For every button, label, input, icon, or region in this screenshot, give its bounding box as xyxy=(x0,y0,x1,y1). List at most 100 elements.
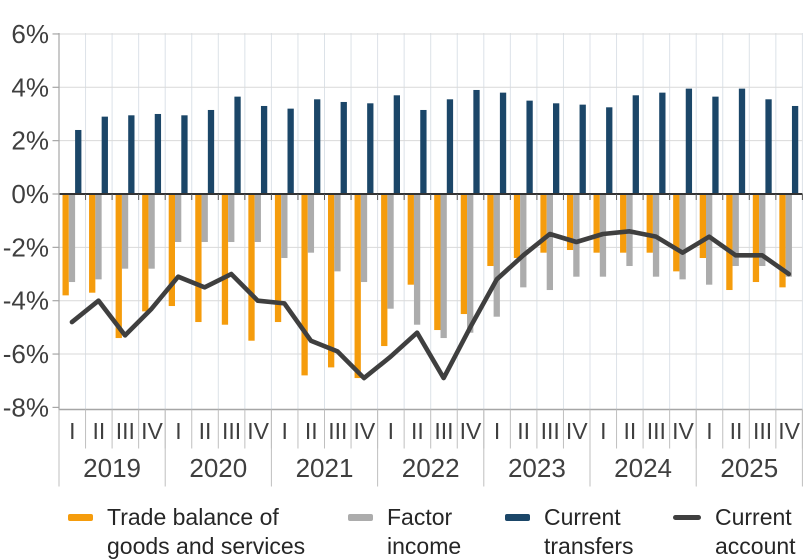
quarter-label: II xyxy=(623,418,636,444)
quarter-label: IV xyxy=(460,418,482,444)
quarter-label: II xyxy=(92,418,105,444)
bar-trade-balance-2021-III xyxy=(328,194,335,368)
year-label: 2020 xyxy=(189,453,247,483)
current-account-swatch xyxy=(673,515,701,520)
year-label: 2025 xyxy=(720,453,778,483)
quarter-label: I xyxy=(69,418,75,444)
bar-factor-income-2021-I xyxy=(281,194,288,259)
trade-balance-swatch xyxy=(68,514,93,521)
bar-trade-balance-2023-I xyxy=(487,194,494,267)
bar-factor-income-2020-IV xyxy=(254,194,261,243)
current-transfers-swatch xyxy=(505,514,530,521)
bar-current-transfers-2024-II xyxy=(632,95,639,194)
y-axis-label: -2% xyxy=(3,232,49,262)
bar-trade-balance-2022-III xyxy=(434,194,441,331)
bar-current-transfers-2021-III xyxy=(340,101,347,194)
y-axis-label: 0% xyxy=(11,179,49,209)
legend-item-current-account: Current account xyxy=(673,503,796,560)
bar-trade-balance-2021-I xyxy=(274,194,282,323)
bar-factor-income-2021-III xyxy=(334,194,341,272)
bar-trade-balance-2025-IV xyxy=(779,194,786,288)
bar-current-transfers-2022-III xyxy=(446,99,454,194)
bar-trade-balance-2020-IV xyxy=(248,194,255,341)
quarter-label: II xyxy=(517,418,530,444)
bar-current-transfers-2020-I xyxy=(181,115,188,194)
quarter-label: I xyxy=(281,418,287,444)
legend-item-current-transfers: Current transfers xyxy=(505,503,633,560)
bar-trade-balance-2020-III xyxy=(221,194,229,325)
quarter-label: III xyxy=(753,418,772,444)
bar-factor-income-2020-II xyxy=(201,194,208,243)
quarter-label: II xyxy=(305,418,318,444)
bar-factor-income-2023-II xyxy=(520,194,527,288)
bar-factor-income-2023-III xyxy=(546,194,553,291)
legend-label-current-account: Current account xyxy=(715,504,796,559)
bar-trade-balance-2025-I xyxy=(699,194,706,259)
quarter-label: I xyxy=(388,418,394,444)
y-axis-label: -6% xyxy=(3,339,49,369)
bar-current-transfers-2025-II xyxy=(738,88,746,194)
bar-factor-income-2019-IV xyxy=(148,194,155,269)
legend-item-factor-income: Factor income xyxy=(348,503,461,560)
year-label: 2024 xyxy=(614,453,672,483)
quarter-label: III xyxy=(541,418,560,444)
bar-factor-income-2025-III xyxy=(759,194,766,267)
bar-current-transfers-2021-I xyxy=(287,108,294,194)
bar-factor-income-2025-II xyxy=(732,194,739,267)
bar-trade-balance-2019-I xyxy=(62,194,69,296)
legend-label-trade-balance: Trade balance of goods and services xyxy=(107,504,306,559)
bar-trade-balance-2024-III xyxy=(646,194,653,253)
bar-factor-income-2022-III xyxy=(440,194,447,339)
quarter-label: II xyxy=(411,418,424,444)
quarter-label: IV xyxy=(566,418,588,444)
bar-factor-income-2019-I xyxy=(68,194,76,283)
bar-current-transfers-2025-IV xyxy=(791,105,799,194)
quarter-label: III xyxy=(647,418,666,444)
quarter-label: III xyxy=(434,418,453,444)
bar-current-transfers-2020-IV xyxy=(260,105,268,194)
bar-factor-income-2022-IV xyxy=(467,194,474,333)
y-axis-label: -4% xyxy=(3,286,49,316)
bar-trade-balance-2025-III xyxy=(752,194,760,283)
legend-label-current-transfers: Current transfers xyxy=(544,504,634,559)
bar-factor-income-2020-I xyxy=(175,194,182,243)
quarter-label: I xyxy=(600,418,606,444)
bar-current-transfers-2024-IV xyxy=(685,88,693,194)
bar-factor-income-2025-IV xyxy=(785,194,792,277)
y-axis-label: -8% xyxy=(3,392,49,422)
bar-current-transfers-2023-III xyxy=(553,103,560,194)
quarter-label: IV xyxy=(778,418,800,444)
bar-trade-balance-2025-II xyxy=(726,194,733,291)
bar-current-transfers-2025-I xyxy=(712,96,719,194)
quarter-label: IV xyxy=(353,418,375,444)
bar-current-transfers-2022-I xyxy=(393,95,400,194)
quarter-label: IV xyxy=(247,418,269,444)
bar-trade-balance-2022-IV xyxy=(460,194,468,315)
bar-factor-income-2021-II xyxy=(307,194,315,253)
quarter-label: II xyxy=(730,418,743,444)
bar-current-transfers-2023-I xyxy=(499,92,507,194)
bar-factor-income-2022-II xyxy=(413,194,421,325)
bar-trade-balance-2023-III xyxy=(540,194,547,253)
y-axis-label: 4% xyxy=(11,72,49,102)
bar-trade-balance-2024-II xyxy=(620,194,627,253)
year-label: 2021 xyxy=(296,453,354,483)
current-account-line xyxy=(69,229,792,381)
bar-current-transfers-2023-II xyxy=(526,100,533,194)
bar-current-transfers-2023-IV xyxy=(579,104,586,194)
bar-trade-balance-2023-IV xyxy=(566,194,574,251)
factor-income-swatch xyxy=(348,514,373,521)
bar-current-transfers-2025-III xyxy=(765,99,772,194)
quarter-label: I xyxy=(175,418,181,444)
bar-current-transfers-2019-IV xyxy=(154,113,162,194)
quarter-label: I xyxy=(706,418,712,444)
bar-factor-income-2021-IV xyxy=(360,194,368,283)
quarter-label: I xyxy=(494,418,500,444)
bar-factor-income-2023-IV xyxy=(573,194,580,277)
bar-factor-income-2020-III xyxy=(228,194,235,243)
bar-factor-income-2019-III xyxy=(121,194,129,269)
quarter-label: III xyxy=(222,418,241,444)
bar-current-transfers-2021-IV xyxy=(367,103,374,194)
bar-current-transfers-2024-III xyxy=(659,92,666,194)
